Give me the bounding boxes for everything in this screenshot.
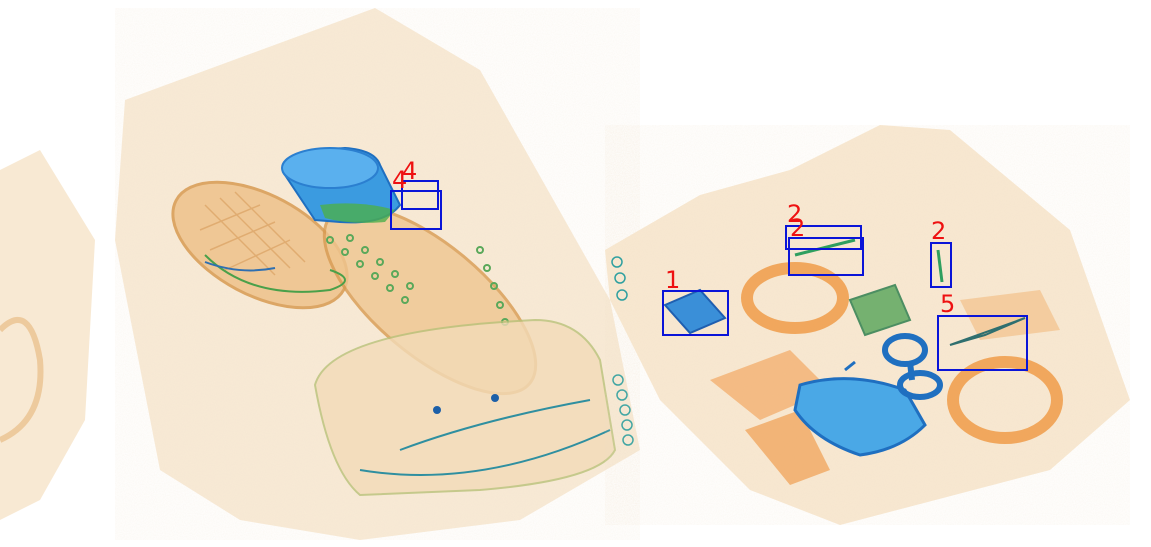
detection-box-1 [662, 290, 729, 336]
detection-box-4a [390, 190, 442, 230]
lower-tray [313, 318, 617, 497]
detection-label-1: 1 [665, 266, 681, 294]
green-gadget [848, 283, 912, 337]
blue-pouch [793, 360, 927, 457]
detection-box-2b [788, 237, 864, 276]
blue-scissors [882, 333, 943, 400]
blue-cup [281, 146, 402, 224]
left-bag-strap [0, 317, 44, 443]
detection-label-4a: 4 [392, 166, 408, 194]
cable [204, 254, 346, 293]
detection-label-2a: 2 [787, 200, 803, 228]
left-bag [0, 150, 95, 520]
knife-shape [949, 317, 1026, 346]
orange-ring-left [741, 262, 849, 334]
detection-label-5: 5 [940, 290, 956, 318]
detection-box-5 [937, 315, 1028, 371]
orange-ring-right [947, 356, 1063, 444]
detection-box-4b [401, 180, 439, 210]
detection-box-2c [930, 242, 952, 288]
detection-label-4b: 4 [402, 157, 418, 185]
detection-label-2b: 2 [790, 214, 806, 242]
detection-label-2c: 2 [931, 217, 947, 245]
shoe-sole-left [171, 180, 349, 310]
